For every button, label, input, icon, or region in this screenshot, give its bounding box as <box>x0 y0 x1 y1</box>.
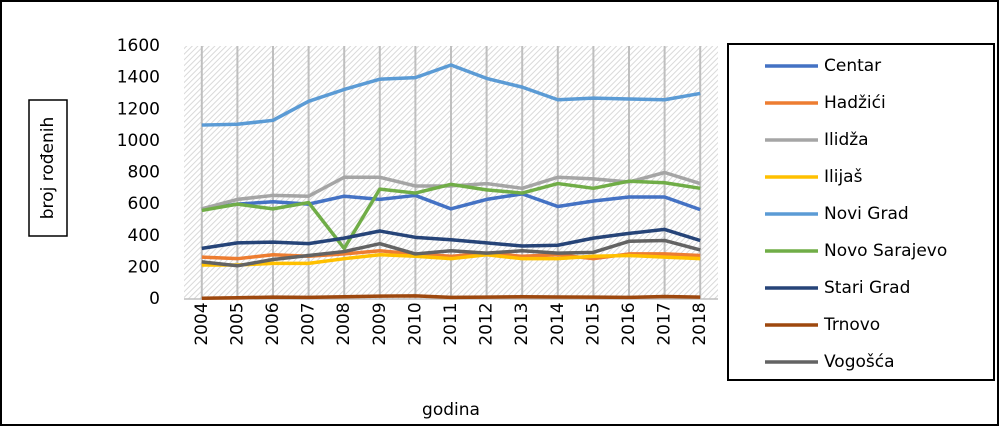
series-line <box>201 294 701 300</box>
x-tick-label: 2017 <box>655 302 675 345</box>
series-line <box>201 179 701 251</box>
y-tick-label: 200 <box>128 257 160 277</box>
x-tick-label: 2004 <box>192 302 212 345</box>
legend-label: Novi Grad <box>824 204 909 224</box>
y-tick-label: 800 <box>128 163 160 183</box>
y-tick-label: 0 <box>149 289 160 309</box>
legend-label: Ilidža <box>824 130 869 150</box>
x-tick-label: 2014 <box>548 302 568 345</box>
legend-label: Vogošća <box>824 352 895 372</box>
x-tick-label: 2005 <box>227 302 247 345</box>
x-tick-label: 2016 <box>619 302 639 345</box>
y-tick-label: 1000 <box>117 131 160 151</box>
series-line <box>201 63 701 127</box>
legend-label: Trnovo <box>823 315 880 335</box>
x-tick-label: 2015 <box>583 302 603 345</box>
x-tick-label: 2007 <box>299 302 319 345</box>
x-tick-label: 2011 <box>441 302 461 345</box>
y-tick-label: 400 <box>128 226 160 246</box>
y-tick-label: 1600 <box>117 36 160 56</box>
x-tick-label: 2009 <box>370 302 390 345</box>
legend-label: Hadžići <box>824 93 886 113</box>
y-tick-label: 1200 <box>117 99 160 119</box>
x-tick-label: 2006 <box>263 302 283 345</box>
y-tick-label: 1400 <box>117 68 160 88</box>
legend-label: Novo Sarajevo <box>824 241 947 261</box>
y-axis-label: broj rođenih <box>38 117 58 219</box>
legend-label: Ilijaš <box>824 167 863 187</box>
y-label-box <box>28 99 68 237</box>
series-line <box>201 252 701 267</box>
legend-label: Centar <box>824 56 881 76</box>
x-tick-label: 2018 <box>690 302 710 345</box>
x-tick-label: 2010 <box>405 302 425 345</box>
x-tick-label: 2013 <box>512 302 532 345</box>
x-tick-label: 2008 <box>334 302 354 345</box>
series-line <box>201 192 701 212</box>
y-tick-label: 600 <box>128 194 160 214</box>
x-axis-label: godina <box>422 400 480 420</box>
legend-label: Stari Grad <box>824 278 910 298</box>
x-tick-label: 2012 <box>477 302 497 345</box>
series-line <box>201 238 701 268</box>
series-line <box>201 227 701 251</box>
